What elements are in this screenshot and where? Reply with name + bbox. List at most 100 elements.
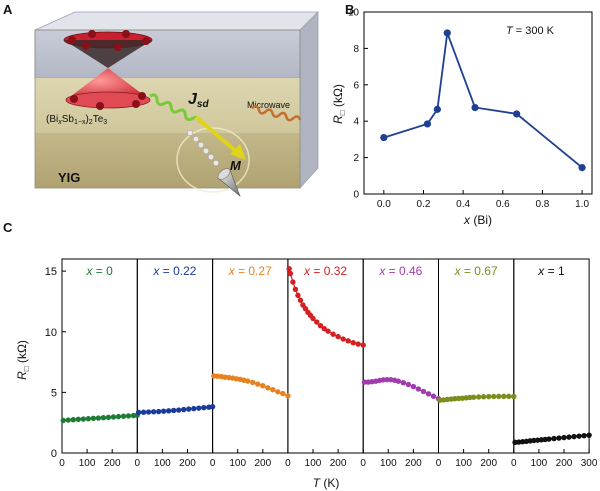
data-point	[486, 393, 492, 400]
data-point	[415, 386, 422, 392]
spin-current-wave	[149, 93, 201, 123]
data-point	[80, 416, 87, 422]
substrate-label: YIG	[58, 170, 80, 185]
microwave-label: Microwave	[247, 100, 290, 110]
data-point	[145, 409, 152, 415]
y-tick-label: 10	[348, 8, 360, 19]
subpanel-frame	[61, 258, 138, 454]
subpanel-frame	[212, 258, 289, 454]
x-tick-label: 0	[436, 458, 442, 469]
data-point	[430, 393, 437, 399]
data-point	[150, 409, 157, 415]
lower-dirac-cone	[66, 68, 150, 100]
x-tick-label: 0.4	[456, 199, 470, 210]
data-point	[425, 391, 432, 397]
data-point	[287, 270, 294, 277]
panel-b-series	[380, 29, 586, 172]
data-point	[480, 394, 487, 400]
x-tick-label: 100	[229, 458, 246, 469]
data-point	[245, 378, 251, 384]
data-point	[433, 105, 441, 113]
y-tick-label: 6	[353, 80, 359, 91]
data-point	[561, 434, 567, 441]
y-tick-label: 15	[45, 266, 57, 278]
x-tick-label: 200	[556, 458, 573, 469]
box-top-face	[34, 11, 319, 31]
data-point	[470, 394, 477, 400]
box-side-face	[299, 11, 319, 190]
x-tick-label: 0	[511, 458, 517, 469]
series-line	[383, 32, 583, 169]
series-label: x = 0.67	[454, 264, 498, 278]
y-tick-label: 8	[353, 44, 359, 55]
data-point	[105, 414, 112, 421]
data-point	[511, 393, 517, 400]
data-point	[170, 407, 177, 414]
x-tick-label: 100	[154, 458, 171, 469]
data-point	[250, 379, 256, 386]
x-tick-label: 300	[581, 458, 598, 469]
x-tick-label: 100	[305, 458, 322, 469]
panel-b-label: B	[345, 2, 354, 17]
data-point	[551, 435, 557, 442]
y-tick-label: 5	[51, 387, 57, 399]
data-point	[566, 434, 572, 440]
data-point	[285, 393, 291, 399]
data-point	[400, 379, 407, 386]
data-point	[176, 407, 182, 413]
data-point	[578, 164, 586, 172]
series-label: x = 1	[537, 264, 565, 278]
panel-c-series-labels: x = 0 x = 0.22 x = 0.27 x = 0.32 x = 0.46 x =…	[85, 264, 564, 278]
data-point	[140, 409, 147, 415]
series-line	[288, 268, 364, 346]
x-tick-label: 0	[135, 458, 141, 469]
data-point	[340, 336, 346, 342]
panel-b-axes: 0.0 0.2 0.4 0.6 0.8 1.0 0 2 4 6 8 10	[348, 8, 590, 211]
panel-b-frame	[363, 11, 593, 195]
magnetization-arrow	[194, 115, 240, 155]
data-point	[201, 404, 207, 411]
data-point	[310, 315, 316, 322]
panel-b-annotation: T = 300 K	[506, 25, 555, 37]
x-tick-label: 100	[380, 458, 397, 469]
x-tick-label: 0.0	[377, 199, 391, 210]
data-point	[317, 322, 324, 329]
x-tick-label: 0	[59, 458, 65, 469]
data-point	[275, 389, 281, 395]
data-point	[120, 413, 127, 419]
data-point	[280, 390, 286, 397]
data-point	[571, 433, 577, 440]
data-point	[576, 433, 582, 439]
data-point	[255, 381, 261, 387]
data-point	[405, 381, 412, 388]
data-point	[196, 405, 202, 411]
x-tick-label: 0	[210, 458, 216, 469]
data-point	[125, 413, 132, 419]
data-point	[471, 103, 479, 112]
data-point	[325, 328, 331, 334]
data-point	[286, 266, 292, 272]
subpanel-frame	[136, 258, 214, 454]
data-point	[443, 29, 451, 37]
data-point	[260, 383, 266, 389]
x-tick-label: 200	[480, 458, 497, 469]
data-point	[115, 413, 122, 420]
y-tick-label: 0	[51, 448, 57, 460]
data-point	[70, 416, 76, 423]
data-point	[513, 110, 521, 118]
data-point	[314, 319, 320, 325]
data-point	[345, 338, 351, 344]
current-label: Jsd	[188, 91, 209, 110]
x-tick-label: 100	[531, 458, 548, 469]
data-point	[586, 432, 592, 438]
data-point	[290, 279, 296, 285]
x-tick-label: 1.0	[575, 199, 589, 210]
y-tick-label: 0	[353, 190, 359, 201]
data-point	[186, 406, 192, 412]
data-point	[380, 133, 388, 142]
data-point	[420, 388, 427, 395]
data-point	[135, 409, 142, 416]
subpanel-frame	[513, 258, 590, 454]
data-point	[330, 331, 336, 337]
y-tick-label: 4	[353, 117, 359, 128]
